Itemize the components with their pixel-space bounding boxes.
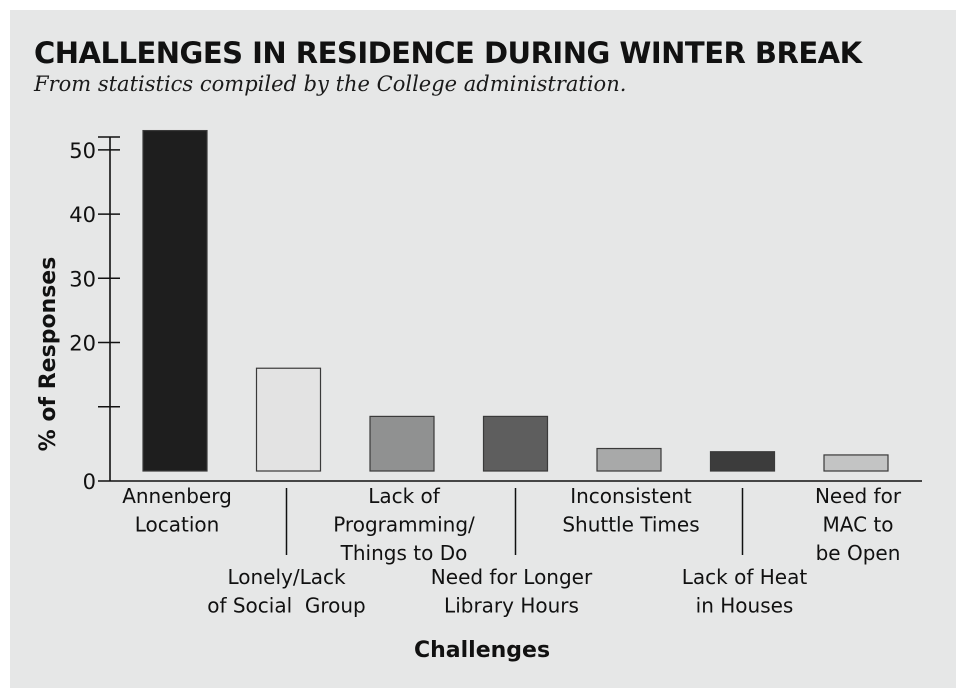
bar xyxy=(596,447,662,472)
y-tick-label: 30 xyxy=(69,267,96,291)
category-label-line: Lack of Heat xyxy=(682,565,808,589)
y-axis-title: % of Responses xyxy=(36,257,61,452)
category-label-line: of Social Group xyxy=(207,594,366,618)
bar xyxy=(369,415,435,472)
category-label: Annenberg Location xyxy=(122,484,232,537)
category-label: Lonely/Lack of Social Group xyxy=(207,565,366,618)
category-label-line: Lonely/Lack xyxy=(227,565,346,589)
bar xyxy=(255,367,322,472)
bar xyxy=(709,451,776,472)
chart-subtitle: From statistics compiled by the College … xyxy=(34,72,627,96)
category-label-line: Lack of xyxy=(368,484,441,508)
y-tick-label: 40 xyxy=(69,203,96,227)
x-axis-title: Challenges xyxy=(414,638,550,663)
category-label-line: Programming/ xyxy=(333,513,475,537)
y-tick-label: 50 xyxy=(69,139,96,163)
category-label-line: Things to Do xyxy=(340,541,468,565)
category-label: Inconsistent Shuttle Times xyxy=(562,484,699,537)
y-tick-label: 20 xyxy=(69,332,96,356)
bar xyxy=(142,129,208,472)
category-label-line: Shuttle Times xyxy=(562,513,699,537)
bar xyxy=(823,454,889,472)
chart-title: CHALLENGES IN RESIDENCE DURING WINTER BR… xyxy=(34,36,862,70)
category-label-line: Need for xyxy=(815,484,902,508)
category-label: Lack of Programming/Things to Do xyxy=(333,484,475,565)
y-tick-label: 0 xyxy=(83,470,96,494)
category-label-line: Inconsistent xyxy=(570,484,692,508)
category-label-line: Location xyxy=(135,513,220,537)
category-label-line: Need for Longer xyxy=(431,565,593,589)
category-label: Lack of Heat in Houses xyxy=(682,565,808,618)
category-label: Need for MAC to be Open xyxy=(815,484,902,565)
category-label-line: in Houses xyxy=(696,594,794,618)
category-label-line: MAC to xyxy=(823,513,894,537)
category-label-line: Library Hours xyxy=(444,594,579,618)
category-label-line: Annenberg xyxy=(122,484,232,508)
category-label: Need for Longer Library Hours xyxy=(431,565,593,618)
bar xyxy=(482,415,549,472)
category-label-line: be Open xyxy=(816,541,901,565)
